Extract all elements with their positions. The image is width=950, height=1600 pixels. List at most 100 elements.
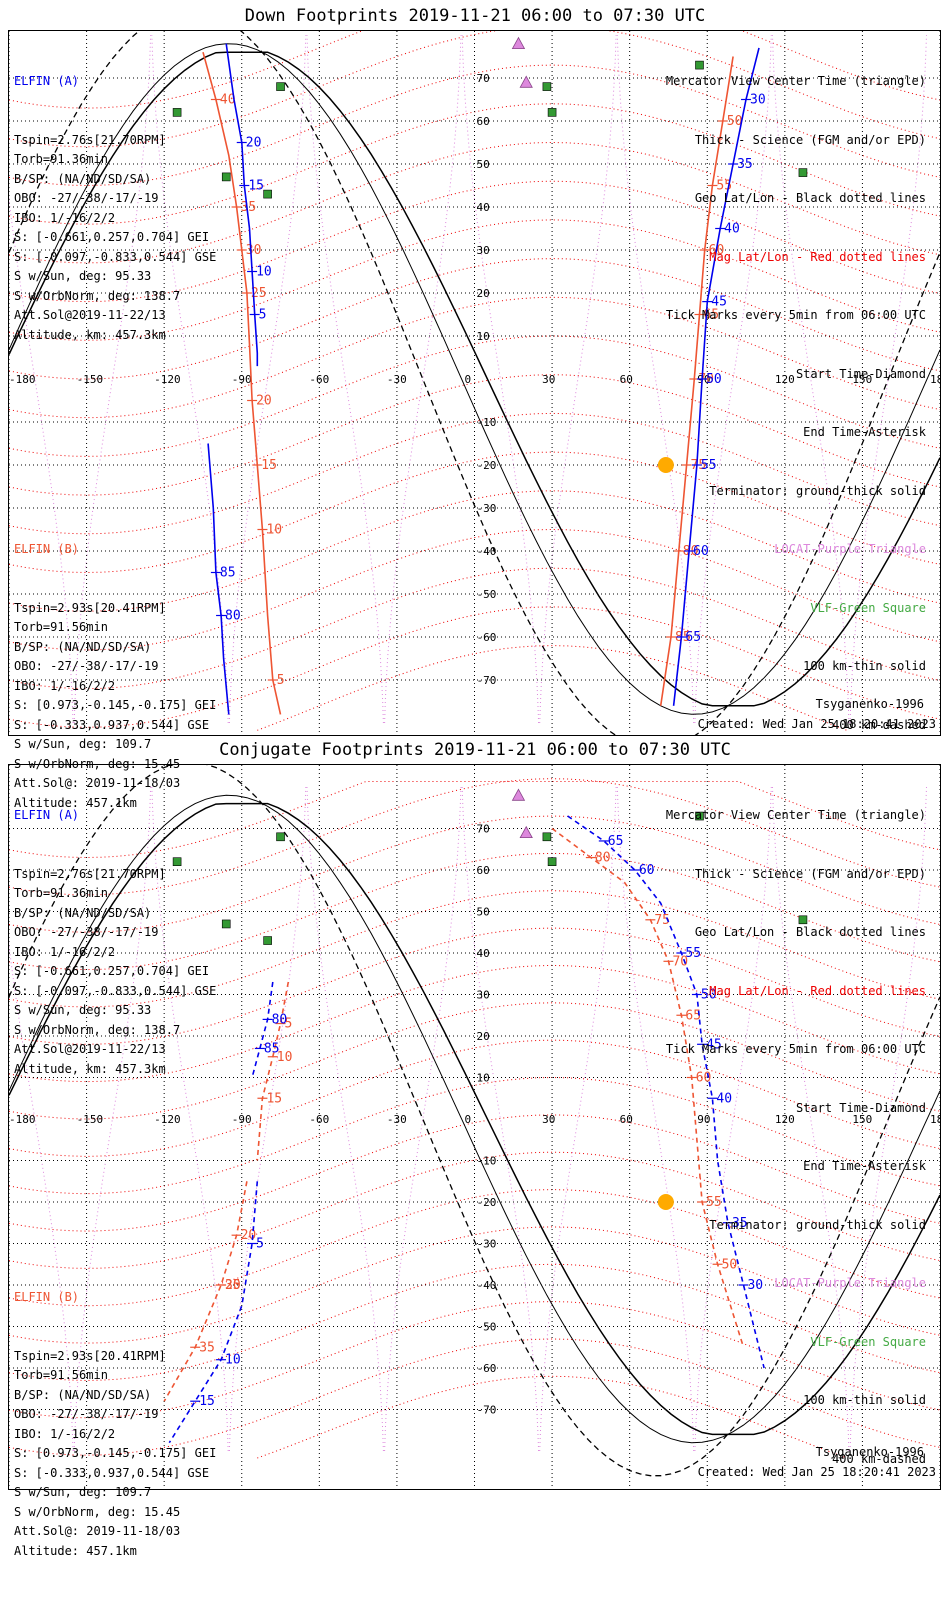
map-panel-conjugate: 70 60 50 40 30 20 10 -10 -20 -30 -40 -50 -60 -70 -180-… bbox=[8, 764, 941, 1558]
elfin-b-info: ELFIN (B) Tspin=2.93s[20.41RPM] Torb=91.5… bbox=[14, 501, 216, 852]
info-line: S: [-0.333,0.937,0.544] GSE bbox=[14, 717, 210, 732]
lat-tick-label: 50 bbox=[477, 158, 490, 171]
legend-center: Mercator View Center Time (triangle) bbox=[665, 808, 926, 822]
info-line: Torb=91.56min bbox=[14, 620, 108, 634]
legend-dashed: 400 km-dashed bbox=[832, 717, 926, 732]
elfin-b-track-tick-label: 35 bbox=[241, 200, 257, 215]
vlf-square-icon bbox=[276, 82, 285, 91]
mag-lat-line bbox=[9, 1151, 940, 1269]
lat-tick-label: 40 bbox=[477, 201, 490, 214]
mag-lat-line bbox=[9, 1263, 940, 1382]
mag-lat-line bbox=[9, 927, 940, 1045]
elfin-b-track-tick-label: 5 bbox=[277, 673, 285, 688]
lon-tick-label: 150 bbox=[852, 373, 872, 386]
elfin-a-track-tick-label: 80 bbox=[272, 1012, 288, 1027]
mag-lat-line bbox=[9, 31, 940, 148]
elfin-a-track-tick-label: 45 bbox=[706, 1037, 722, 1052]
purple-triangle-icon bbox=[519, 75, 533, 88]
elfin-a-track-tick-label: 5 bbox=[256, 1237, 264, 1252]
legend-start: Start Time-Diamond bbox=[795, 1100, 926, 1115]
vlf-square-icon bbox=[542, 832, 552, 842]
vlf-square-icon bbox=[221, 172, 231, 182]
lat-tick-label: 30 bbox=[477, 244, 490, 257]
info-line: S w/OrbNorm, deg: 138.7 bbox=[14, 1022, 181, 1037]
elfin-a-track bbox=[251, 981, 274, 1078]
lat-tick-label: -30 bbox=[477, 1238, 497, 1251]
info-line: Torb=91.36min bbox=[14, 886, 108, 900]
elfin-b-track-tick-label: 50 bbox=[727, 114, 743, 129]
elfin-a-track-tick-label: 65 bbox=[685, 630, 701, 645]
elfin-b-track-tick-label: 5 bbox=[285, 1017, 293, 1032]
mag-lat-line bbox=[9, 335, 940, 457]
terminator-line bbox=[9, 802, 940, 1436]
lat-tick-label: 10 bbox=[477, 1072, 490, 1085]
elfin-a-track-tick-label: 10 bbox=[225, 1353, 241, 1368]
legend-start: Start Time-Diamond bbox=[795, 366, 926, 381]
lat-tick-label: -60 bbox=[477, 1362, 497, 1375]
lat-tick-label: -50 bbox=[477, 588, 497, 601]
legend-locat: LOCAT-Purple Triangle bbox=[774, 542, 926, 556]
info-line: S: [-0.097,-0.833,0.544] GSE bbox=[14, 983, 217, 998]
elfin-a-track bbox=[672, 47, 760, 706]
lon-tick-label: -120 bbox=[154, 1113, 181, 1126]
lon-tick-label: 120 bbox=[775, 373, 795, 386]
elfin-a-info: ELFIN (A) Tspin=2.76s[21.70RPM] Torb=91.3… bbox=[14, 767, 216, 1118]
elfin-a-info: ELFIN (A) Tspin=2.76s[21.70RPM] Torb=91.3… bbox=[14, 33, 216, 384]
sun-icon bbox=[657, 457, 674, 473]
mag-lat-line bbox=[9, 528, 940, 651]
info-line: Att.Sol@: 2019-11-18/03 bbox=[14, 1524, 181, 1538]
purple-triangle-icon bbox=[511, 788, 526, 801]
lat-tick-label: -60 bbox=[477, 631, 497, 644]
elfin-b-track bbox=[163, 1181, 248, 1402]
legend-end: End Time-Asterisk bbox=[803, 1159, 926, 1173]
info-line: Tspin=2.93s[20.41RPM] bbox=[14, 1348, 166, 1363]
mag-lat-line bbox=[9, 890, 940, 1008]
elfin-b-info: ELFIN (B) Tspin=2.93s[20.41RPM] Torb=91.5… bbox=[14, 1249, 216, 1600]
lon-tick-label: -180 bbox=[9, 373, 36, 386]
info-line: Altitude, km: 457.3km bbox=[14, 1061, 166, 1076]
info-line: IBO: 1/-16/2/2 bbox=[14, 1426, 116, 1441]
info-line: S: [-0.661,0.257,0.704] GEI bbox=[14, 964, 210, 978]
info-line: S w/OrbNorm, deg: 15.45 bbox=[14, 1504, 181, 1519]
lon-tick-label: -150 bbox=[77, 1113, 104, 1126]
vlf-square-icon bbox=[695, 60, 704, 70]
elfin-a-track-tick-label: 80 bbox=[225, 609, 241, 624]
legend-dashed: 400 km-dashed bbox=[832, 1451, 926, 1466]
lat-tick-label: -70 bbox=[477, 674, 497, 687]
elfin-b-track-tick-label: 70 bbox=[672, 954, 688, 969]
elfin-a-track-tick-label: 55 bbox=[685, 946, 701, 961]
lon-tick-label: 180 bbox=[930, 373, 940, 386]
elfin-a-track bbox=[168, 1181, 259, 1444]
lat-tick-label: 50 bbox=[477, 906, 490, 919]
elfin-a-track-tick-label: 55 bbox=[701, 458, 717, 473]
info-line: Altitude: 457.1km bbox=[14, 1543, 137, 1558]
legend-terminator: Terminator: ground-thick solid bbox=[709, 1217, 926, 1232]
info-line: Tspin=2.76s[21.70RPM] bbox=[14, 132, 166, 147]
elfin-b-lines: Tspin=2.93s[20.41RPM] Torb=91.56min B/SP: … bbox=[14, 599, 216, 814]
mag-lat-line bbox=[9, 778, 940, 896]
info-line: S: [-0.097,-0.833,0.544] GSE bbox=[14, 249, 217, 264]
lat-tick-label: -10 bbox=[477, 1155, 497, 1168]
elfin-a-track-tick-label: 45 bbox=[711, 295, 727, 310]
elfin-a-track-tick-label: 40 bbox=[724, 222, 740, 237]
elfin-b-track-tick-label: 10 bbox=[266, 523, 282, 538]
lat-tick-label: -50 bbox=[477, 1321, 497, 1334]
elfin-b-track-tick-label: 20 bbox=[256, 394, 272, 409]
elfin-a-label: ELFIN (A) bbox=[14, 74, 80, 88]
info-line: Torb=91.36min bbox=[14, 152, 108, 166]
vlf-square-icon bbox=[276, 832, 285, 842]
lon-tick-label: 30 bbox=[542, 1113, 555, 1126]
mag-lon-line bbox=[461, 34, 540, 724]
lat-tick-label: -70 bbox=[477, 1404, 497, 1417]
lon-tick-label: -60 bbox=[309, 373, 329, 386]
info-line: Torb=91.56min bbox=[14, 1368, 108, 1382]
elfin-a-track-tick-label: 10 bbox=[256, 265, 272, 280]
legend: Mercator View Center Time (triangle) Thi… bbox=[666, 767, 926, 1508]
legend-geo: Geo Lat/Lon - Black dotted lines bbox=[694, 925, 926, 939]
info-line: S w/Sun, deg: 95.33 bbox=[14, 269, 152, 283]
mag-lat-line bbox=[257, 645, 848, 731]
lon-tick-label: 0 bbox=[465, 373, 472, 386]
elfin-b-track-tick-label: 80 bbox=[595, 851, 611, 866]
elfin-b-track-tick-label: 30 bbox=[246, 243, 262, 258]
info-line: Att.Sol@2019-11-22/13 bbox=[14, 1042, 166, 1056]
